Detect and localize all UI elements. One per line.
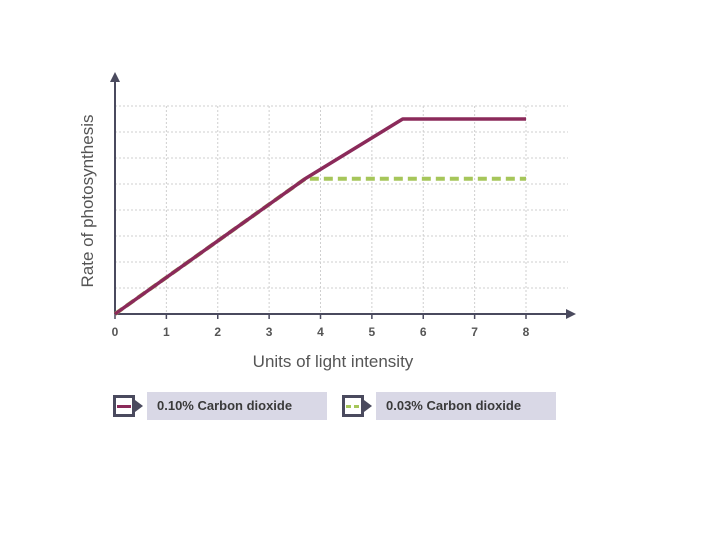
series-line-0 <box>113 117 526 316</box>
x-tick-label: 5 <box>369 325 376 339</box>
axes <box>110 72 576 319</box>
legend-swatch-1 <box>342 395 364 417</box>
legend-swatch-0 <box>113 395 135 417</box>
legend-arrow-icon <box>135 400 143 412</box>
legend-item-0: 0.10% Carbon dioxide <box>113 392 327 420</box>
series-layer <box>113 117 526 316</box>
legend-item-1: 0.03% Carbon dioxide <box>342 392 556 420</box>
legend-label-1: 0.03% Carbon dioxide <box>376 392 556 420</box>
x-tick-label: 3 <box>266 325 273 339</box>
grid <box>115 105 568 314</box>
x-ticks: 0 1 2 3 4 5 6 7 8 <box>112 314 530 339</box>
x-tick-label: 1 <box>163 325 170 339</box>
legend-arrow-icon <box>364 400 372 412</box>
x-tick-label: 7 <box>471 325 478 339</box>
x-axis-title: Units of light intensity <box>253 352 414 371</box>
x-tick-label: 6 <box>420 325 427 339</box>
x-tick-label: 4 <box>317 325 324 339</box>
y-axis-arrow-icon <box>110 72 120 82</box>
legend-label-0: 0.10% Carbon dioxide <box>147 392 327 420</box>
x-tick-label: 8 <box>523 325 530 339</box>
x-tick-label: 2 <box>214 325 221 339</box>
x-axis-arrow-icon <box>566 309 576 319</box>
y-axis-title: Rate of photosynthesis <box>78 115 97 288</box>
x-tick-label: 0 <box>112 325 119 339</box>
